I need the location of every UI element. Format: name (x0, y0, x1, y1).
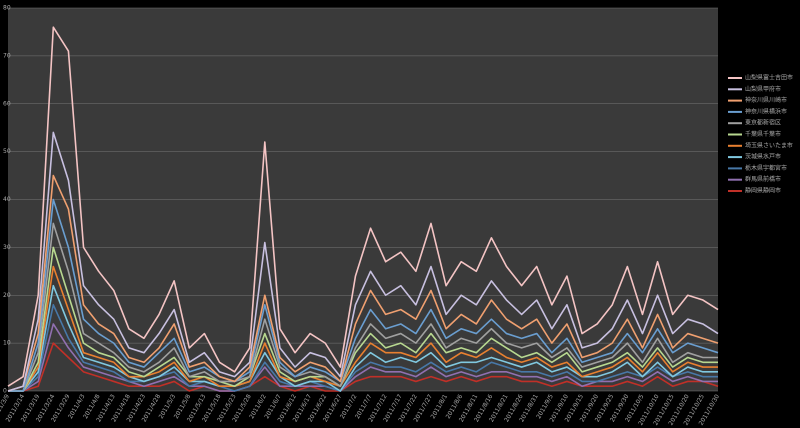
series-line (8, 304, 718, 392)
legend-label: 茨城県水戸市 (745, 153, 781, 161)
y-tick-label: 10 (3, 340, 11, 347)
legend-label: 神奈川県横浜市 (745, 107, 787, 115)
legend-label: 千葉県千葉市 (745, 130, 781, 138)
y-tick-label: 70 (3, 52, 11, 59)
series-line (8, 246, 718, 392)
series-line (7, 131, 719, 392)
legend-label: 群馬県前橋市 (745, 175, 781, 183)
series-line (7, 174, 719, 392)
y-tick-label: 0 (3, 388, 7, 395)
legend-label: 埼玉県さいたま市 (745, 141, 793, 149)
legend-label: 東京都新宿区 (745, 119, 781, 127)
y-tick-label: 20 (3, 292, 11, 299)
series-line (8, 265, 718, 392)
y-tick-label: 60 (3, 100, 11, 107)
legend-label: 栃木県宇都宮市 (745, 164, 787, 172)
legend-label: 山梨県甲府市 (745, 85, 781, 93)
y-tick-label: 50 (3, 148, 11, 155)
series-line (7, 26, 719, 387)
y-tick-label: 80 (3, 5, 11, 12)
legend-label: 山梨県富士吉田市 (745, 74, 793, 82)
y-tick-label: 30 (3, 244, 11, 251)
legend-label: 神奈川県川崎市 (745, 96, 787, 104)
legend-label: 静岡県静岡市 (745, 187, 781, 195)
series-line (8, 342, 719, 392)
series-line (8, 198, 719, 392)
y-tick-label: 40 (3, 196, 11, 203)
series-line (8, 222, 718, 392)
